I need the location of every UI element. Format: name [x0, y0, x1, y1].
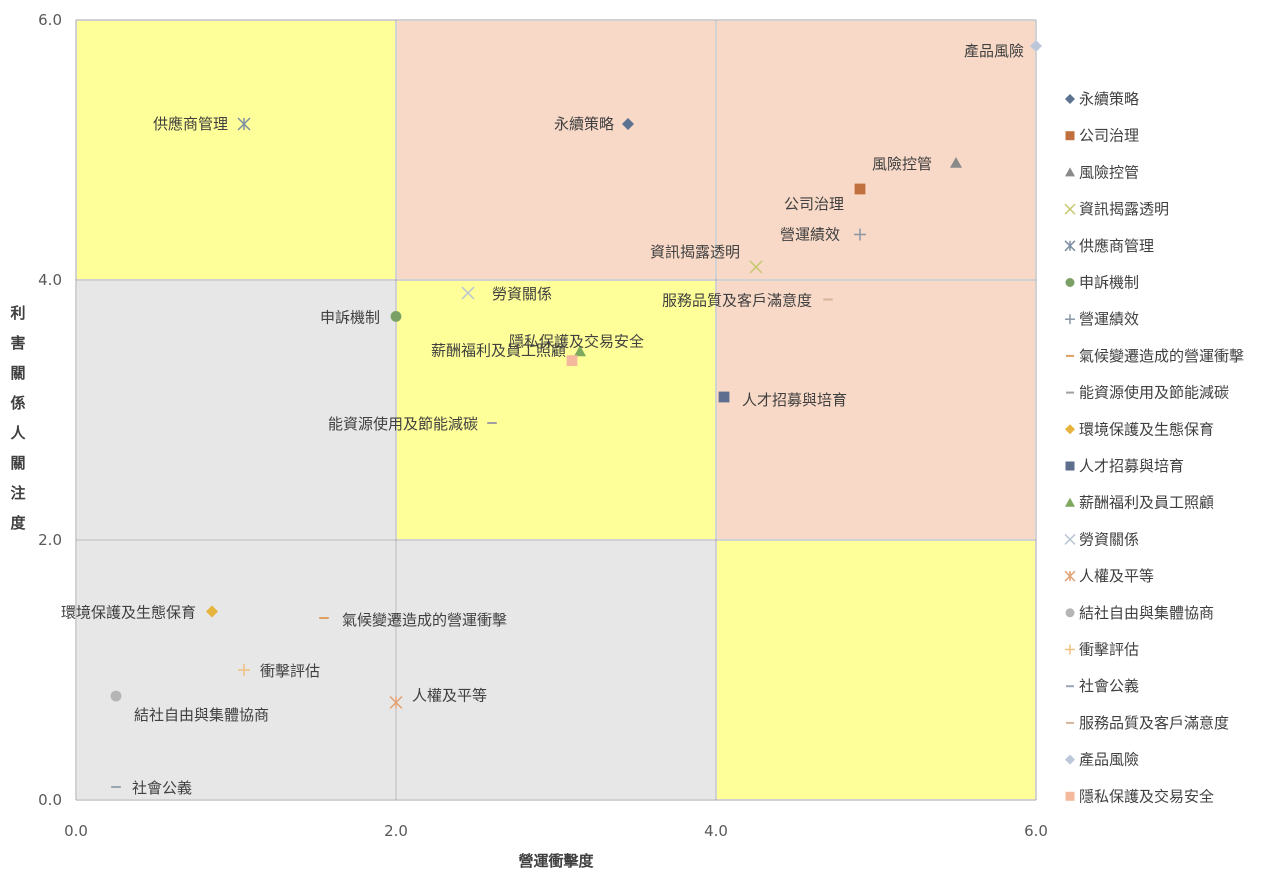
y-tick-label: 4.0: [38, 271, 62, 289]
data-points: [110, 40, 1042, 788]
legend-label: 氣候變遷造成的營運衝擊: [1079, 347, 1244, 365]
y-tick-label: 2.0: [38, 531, 62, 549]
y-tick-label: 6.0: [38, 11, 62, 29]
legend-label: 薪酬福利及員工照顧: [1079, 494, 1214, 512]
grid-lines: [75, 19, 1037, 801]
legend: 永續策略公司治理風險控管資訊揭露透明供應商管理申訴機制營運績效氣候變遷造成的營運…: [1064, 90, 1244, 805]
legend-label: 供應商管理: [1079, 237, 1154, 255]
quadrant-backgrounds: [77, 21, 1035, 799]
x-tick-label: 4.0: [704, 822, 728, 840]
data-point: [566, 355, 578, 366]
quadrant-cell: [397, 21, 715, 279]
legend-label: 永續策略: [1079, 90, 1139, 108]
data-point: [390, 311, 402, 322]
data-point: [749, 260, 763, 274]
legend-marker: [1065, 608, 1075, 618]
legend-marker: [1065, 791, 1075, 801]
legend-label: 隱私保護及交易安全: [1079, 787, 1214, 805]
x-axis-title: 營運衝擊度: [518, 852, 594, 870]
legend-label: 產品風險: [1079, 751, 1139, 769]
legend-label: 公司治理: [1079, 127, 1139, 145]
point-label: 勞資關係: [492, 285, 552, 303]
legend-label: 營運績效: [1079, 310, 1139, 328]
data-point: [854, 228, 866, 241]
legend-marker: [1065, 278, 1075, 287]
data-point: [461, 286, 475, 300]
quadrant-cell: [717, 281, 1035, 539]
data-point: [238, 664, 250, 676]
quadrant-cell: [77, 541, 395, 799]
point-label: 人才招募與培育: [742, 391, 847, 409]
point-label: 衝擊評估: [260, 662, 320, 680]
point-label: 申訴機制: [320, 308, 380, 326]
point-label: 永續策略: [554, 115, 614, 133]
y-axis-title: 利害關係人關注度: [10, 304, 26, 532]
point-label: 風險控管: [872, 155, 932, 173]
point-label: 社會公義: [132, 779, 192, 797]
point-label: 服務品質及客戶滿意度: [662, 292, 812, 310]
data-point: [237, 117, 251, 131]
y-tick-label: 0.0: [38, 791, 62, 809]
legend-marker: [1064, 570, 1076, 582]
legend-label: 風險控管: [1079, 163, 1139, 181]
data-point: [622, 118, 634, 130]
legend-label: 資訊揭露透明: [1079, 200, 1169, 218]
legend-label: 人才招募與培育: [1079, 457, 1184, 475]
data-point: [718, 391, 730, 403]
legend-marker: [1064, 240, 1076, 252]
data-point: [1030, 40, 1042, 52]
data-point: [950, 157, 962, 168]
quadrant-cell: [717, 541, 1035, 799]
legend-marker: [1065, 644, 1075, 655]
legend-label: 人權及平等: [1079, 567, 1154, 585]
legend-label: 衝擊評估: [1079, 641, 1139, 659]
quadrant-cell: [717, 21, 1035, 279]
legend-marker: [1065, 497, 1075, 507]
legend-label: 環境保護及生態保育: [1079, 420, 1214, 438]
legend-label: 社會公義: [1079, 677, 1139, 695]
legend-marker: [1064, 533, 1076, 545]
legend-marker: [1065, 314, 1075, 325]
data-point: [389, 695, 403, 710]
data-point: [854, 183, 866, 195]
x-tick-label: 0.0: [64, 822, 88, 840]
point-label: 營運績效: [780, 226, 840, 244]
legend-marker: [1064, 203, 1076, 215]
legend-marker: [1065, 131, 1075, 141]
legend-label: 勞資關係: [1079, 530, 1139, 548]
data-point: [110, 690, 122, 702]
point-label: 能資源使用及節能減碳: [328, 415, 478, 433]
point-label: 供應商管理: [153, 115, 228, 133]
point-label: 人權及平等: [412, 687, 487, 705]
quadrant-cell: [397, 541, 715, 799]
quadrant-cell: [77, 281, 395, 539]
point-label: 資訊揭露透明: [650, 243, 740, 261]
legend-label: 結社自由與集體協商: [1079, 604, 1214, 622]
data-point: [206, 605, 218, 618]
point-label: 公司治理: [784, 195, 844, 213]
quadrant-cell: [397, 281, 715, 539]
legend-marker: [1065, 167, 1075, 177]
x-tick-label: 6.0: [1024, 822, 1048, 840]
axis-ticks: 0.0 2.0 4.0 6.0 0.0 2.0 4.0 6.0: [38, 11, 1048, 840]
point-label: 產品風險: [964, 42, 1024, 60]
y-axis-title-text: 利害關係人關注度: [10, 304, 26, 532]
legend-marker: [1065, 461, 1075, 471]
legend-marker: [1065, 424, 1075, 435]
point-label: 氣候變遷造成的營運衝擊: [342, 611, 507, 629]
point-label: 環境保護及生態保育: [61, 604, 196, 622]
x-tick-label: 2.0: [384, 822, 408, 840]
legend-marker: [1065, 754, 1075, 765]
legend-label: 能資源使用及節能減碳: [1079, 384, 1229, 402]
point-label: 隱私保護及交易安全: [509, 333, 644, 351]
point-label: 薪酬福利及員工照顧: [431, 342, 566, 360]
legend-label: 服務品質及客戶滿意度: [1079, 714, 1229, 732]
data-point: [574, 345, 586, 357]
quadrant-cell: [77, 21, 395, 279]
legend-marker: [1065, 94, 1075, 104]
legend-label: 申訴機制: [1079, 274, 1139, 292]
point-label: 結社自由與集體協商: [134, 706, 269, 724]
